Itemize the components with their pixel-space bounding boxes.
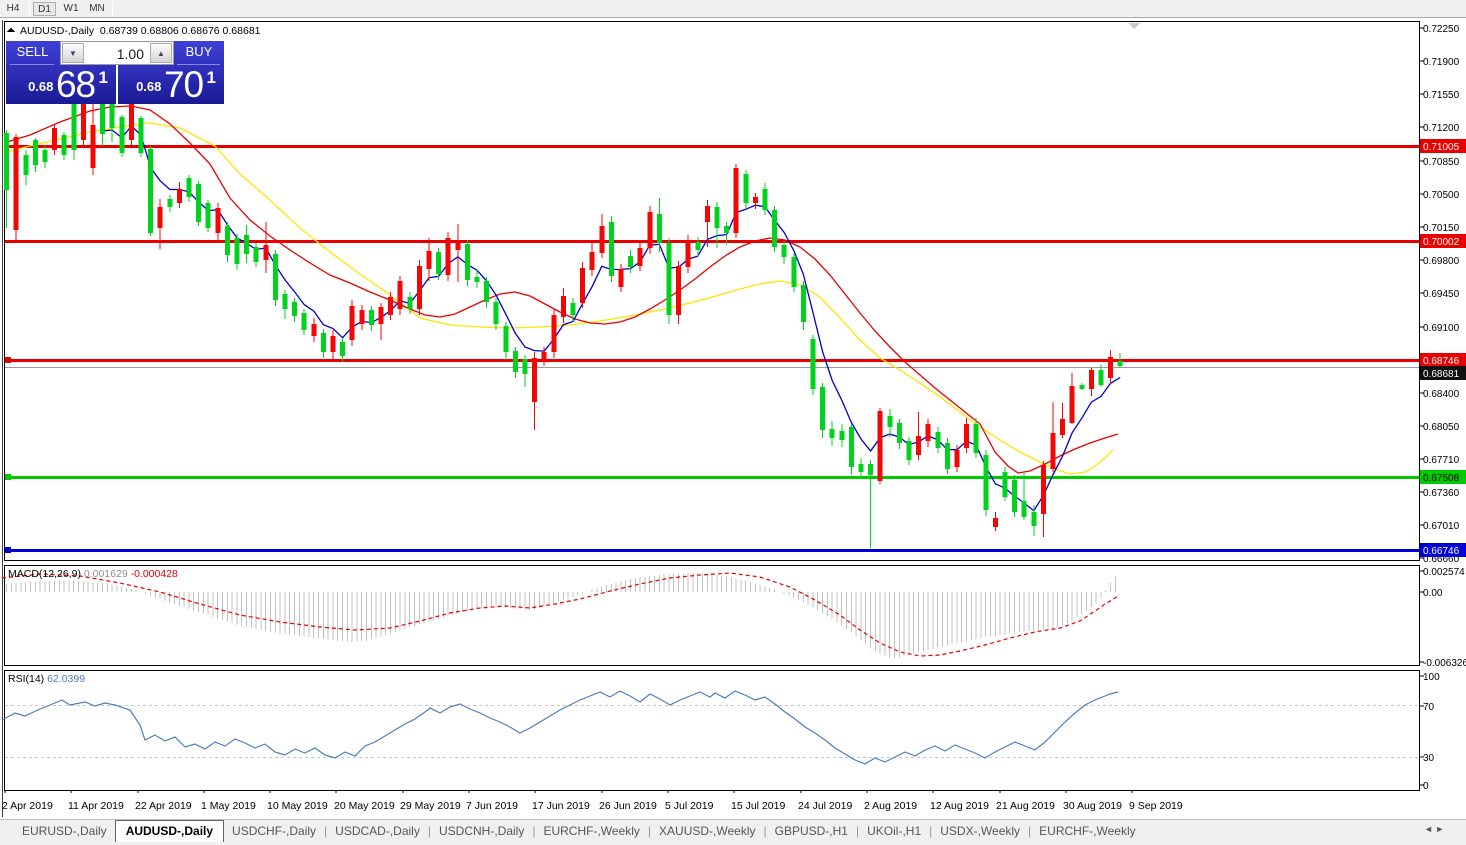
- svg-text:30 Aug 2019: 30 Aug 2019: [1063, 800, 1122, 812]
- svg-text:10 May 2019: 10 May 2019: [267, 800, 328, 812]
- svg-text:-0.006326: -0.006326: [1423, 658, 1466, 669]
- svg-text:RSI(14) 62.0399: RSI(14) 62.0399: [8, 673, 85, 685]
- svg-text:17 Jun 2019: 17 Jun 2019: [532, 800, 590, 812]
- svg-text:22 Apr 2019: 22 Apr 2019: [135, 800, 192, 812]
- svg-text:0.69800: 0.69800: [1423, 256, 1460, 267]
- svg-text:0.71550: 0.71550: [1423, 90, 1460, 101]
- svg-text:0.67508: 0.67508: [1423, 473, 1460, 484]
- svg-text:70: 70: [1423, 702, 1435, 713]
- svg-text:AUDUSD-,Daily 0.68739 0.68806: AUDUSD-,Daily 0.68739 0.68806 0.68676 0.…: [20, 25, 261, 37]
- svg-text:0.70150: 0.70150: [1423, 223, 1460, 234]
- svg-text:12 Aug 2019: 12 Aug 2019: [930, 800, 989, 812]
- svg-text:0.72250: 0.72250: [1423, 24, 1460, 35]
- svg-text:0: 0: [1423, 781, 1429, 792]
- svg-text:26 Jun 2019: 26 Jun 2019: [599, 800, 657, 812]
- svg-text:0.69450: 0.69450: [1423, 289, 1460, 300]
- svg-text:0.70500: 0.70500: [1423, 190, 1460, 201]
- svg-text:7 Jun 2019: 7 Jun 2019: [466, 800, 518, 812]
- svg-text:2 Apr 2019: 2 Apr 2019: [2, 800, 53, 812]
- svg-text:0.002574: 0.002574: [1423, 567, 1465, 578]
- svg-text:0.67710: 0.67710: [1423, 455, 1460, 466]
- svg-text:2 Aug 2019: 2 Aug 2019: [864, 800, 917, 812]
- svg-text:0.67010: 0.67010: [1423, 521, 1460, 532]
- svg-text:24 Jul 2019: 24 Jul 2019: [798, 800, 852, 812]
- svg-text:0.66660: 0.66660: [1423, 554, 1460, 565]
- svg-text:100: 100: [1423, 672, 1440, 683]
- svg-text:30: 30: [1423, 753, 1435, 764]
- svg-text:0.70850: 0.70850: [1423, 157, 1460, 168]
- svg-text:0.71900: 0.71900: [1423, 57, 1460, 68]
- svg-text:0.68681: 0.68681: [1423, 369, 1460, 380]
- svg-text:0.71005: 0.71005: [1423, 142, 1460, 153]
- svg-text:21 Aug 2019: 21 Aug 2019: [996, 800, 1055, 812]
- svg-text:15 Jul 2019: 15 Jul 2019: [731, 800, 785, 812]
- svg-text:0.00: 0.00: [1423, 588, 1443, 599]
- svg-text:0.70002: 0.70002: [1423, 237, 1460, 248]
- svg-text:20 May 2019: 20 May 2019: [334, 800, 395, 812]
- svg-text:0.68050: 0.68050: [1423, 422, 1460, 433]
- svg-text:9 Sep 2019: 9 Sep 2019: [1129, 800, 1183, 812]
- svg-text:0.71200: 0.71200: [1423, 123, 1460, 134]
- svg-text:0.66746: 0.66746: [1423, 546, 1460, 557]
- svg-text:0.67360: 0.67360: [1423, 488, 1460, 499]
- svg-text:0.69100: 0.69100: [1423, 323, 1460, 334]
- svg-text:11 Apr 2019: 11 Apr 2019: [68, 800, 124, 812]
- svg-text:MACD(12,26,9) 0.001629 -0.0004: MACD(12,26,9) 0.001629 -0.000428: [8, 568, 178, 580]
- svg-text:29 May 2019: 29 May 2019: [400, 800, 461, 812]
- svg-text:0.68400: 0.68400: [1423, 389, 1460, 400]
- svg-text:0.68746: 0.68746: [1423, 356, 1460, 367]
- svg-text:5 Jul 2019: 5 Jul 2019: [665, 800, 714, 812]
- svg-text:1 May 2019: 1 May 2019: [201, 800, 256, 812]
